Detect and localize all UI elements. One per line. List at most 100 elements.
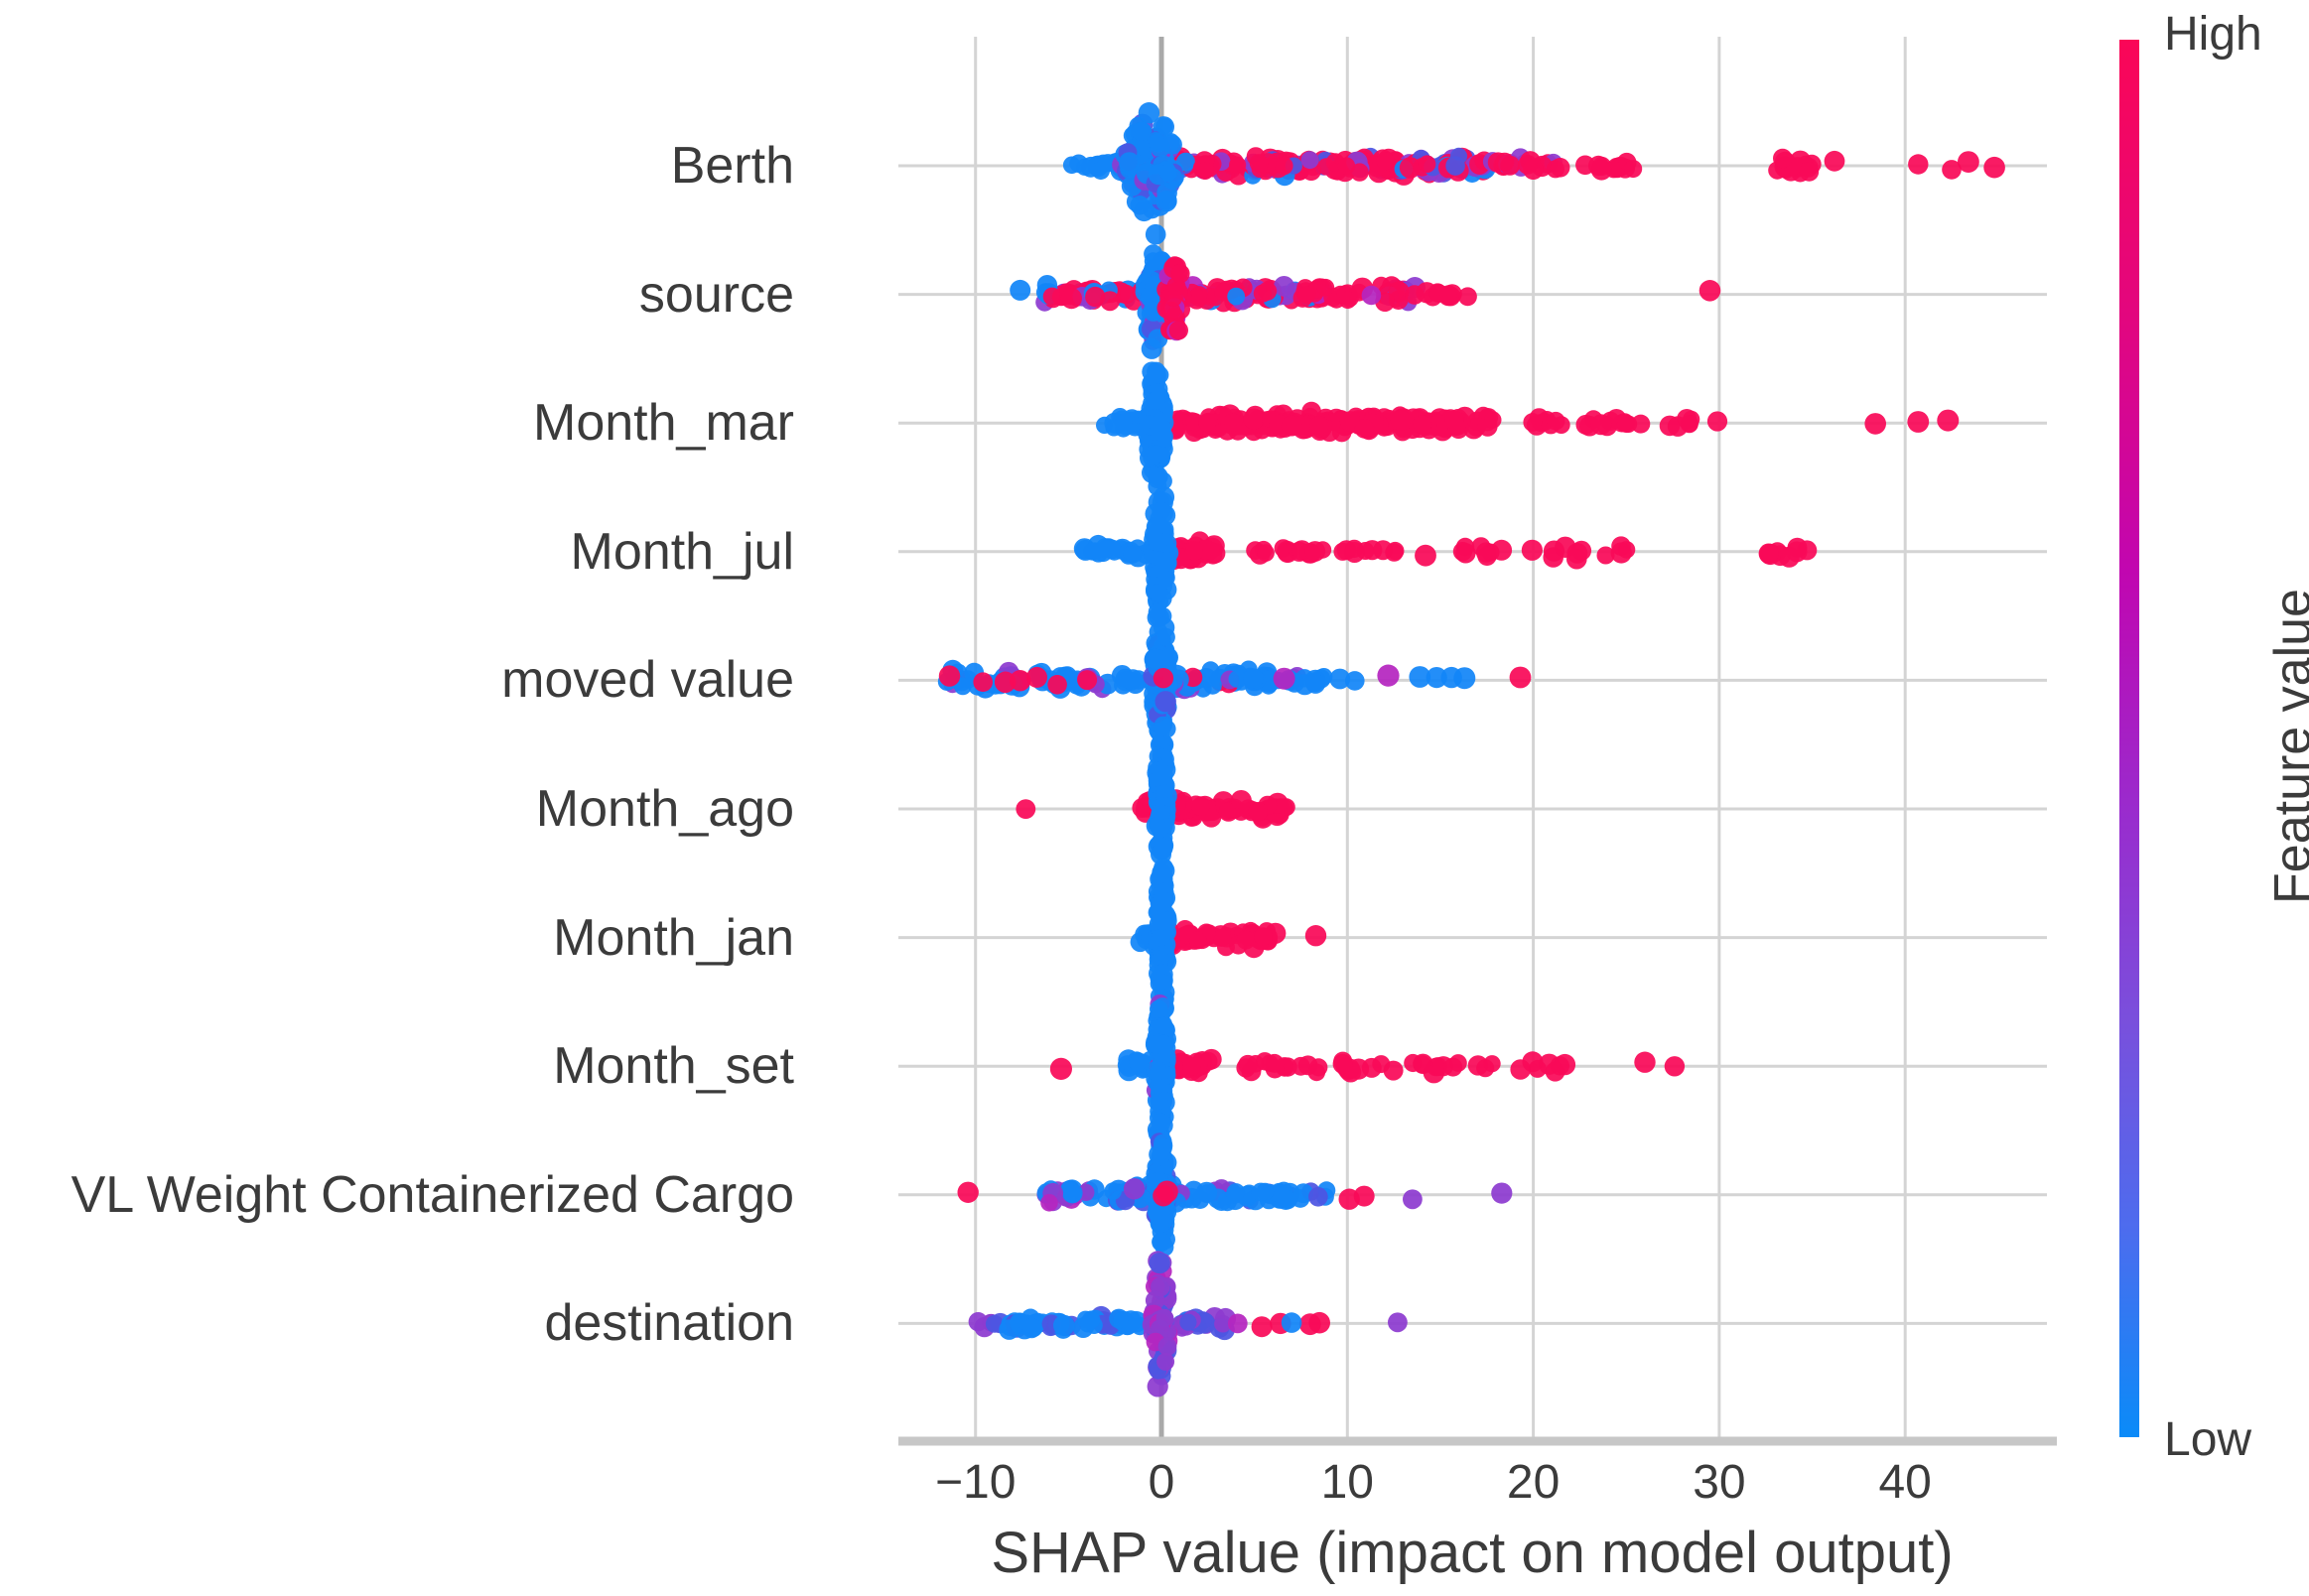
point <box>1308 1311 1330 1334</box>
point <box>1115 668 1135 688</box>
point <box>1824 150 1845 172</box>
feature-points-1 <box>1010 223 1721 359</box>
point <box>1060 288 1082 310</box>
point <box>1575 155 1595 176</box>
point <box>1152 1148 1169 1166</box>
point <box>1184 541 1205 561</box>
point <box>1196 162 1214 180</box>
point <box>1467 1055 1489 1076</box>
point <box>1664 1056 1686 1077</box>
feature-label-month-mar: Month_mar <box>533 394 794 453</box>
point <box>1275 156 1293 176</box>
gridlines <box>898 37 2047 1438</box>
x-tick-label-0: 0 <box>1148 1456 1175 1509</box>
point <box>1225 1185 1245 1204</box>
colorbar-high-label: High <box>2164 8 2262 61</box>
feature-label-destination: destination <box>544 1294 794 1353</box>
point <box>1510 1059 1531 1080</box>
point <box>1477 546 1497 566</box>
point <box>1624 160 1643 179</box>
point <box>1154 1016 1173 1035</box>
point <box>1251 1316 1273 1338</box>
point <box>1223 413 1243 432</box>
feature-label-month-jul: Month_jul <box>570 522 794 581</box>
point <box>1144 252 1162 270</box>
point <box>1170 264 1190 284</box>
point <box>1132 121 1152 141</box>
point <box>1297 286 1316 304</box>
point <box>1147 1376 1168 1397</box>
feature-label-month-ago: Month_ago <box>535 780 794 838</box>
point <box>1150 1092 1168 1110</box>
point <box>1026 666 1047 688</box>
point <box>1249 154 1269 173</box>
point <box>1362 540 1383 561</box>
point <box>1115 413 1133 432</box>
point <box>1238 1054 1258 1075</box>
point <box>1590 414 1612 436</box>
point <box>1942 160 1962 180</box>
point <box>1145 223 1166 245</box>
point <box>1119 152 1141 174</box>
point <box>1243 668 1264 689</box>
point <box>1937 409 1960 432</box>
point <box>1040 1194 1058 1212</box>
point <box>968 1312 988 1332</box>
point <box>1243 408 1265 430</box>
point <box>1150 999 1168 1018</box>
point <box>1010 279 1031 301</box>
point <box>1413 415 1432 435</box>
point <box>1439 288 1457 306</box>
point <box>1455 543 1476 564</box>
point <box>1182 1057 1201 1076</box>
point <box>1228 670 1246 688</box>
point <box>1273 667 1295 690</box>
point <box>1218 802 1237 821</box>
point <box>1146 1060 1167 1081</box>
point <box>1229 156 1247 174</box>
point <box>1484 411 1502 429</box>
feature-value-colorbar <box>2119 40 2139 1437</box>
point <box>1159 164 1177 182</box>
point <box>1458 287 1477 307</box>
point <box>1147 391 1165 410</box>
point <box>1213 928 1231 947</box>
point <box>1361 1057 1382 1078</box>
point <box>1758 543 1779 564</box>
point <box>1151 1276 1170 1297</box>
point <box>1251 1182 1271 1202</box>
point <box>1698 280 1721 302</box>
point <box>1377 664 1400 687</box>
feature-label-vl-weight-containerized-cargo: VL Weight Containerized Cargo <box>70 1165 794 1224</box>
point <box>1388 1312 1408 1333</box>
point <box>1518 155 1538 175</box>
feature-points-8 <box>957 1132 1513 1257</box>
point <box>1680 415 1698 434</box>
feature-points-3 <box>1073 470 1818 628</box>
point <box>1150 420 1170 441</box>
point <box>1491 1182 1513 1204</box>
point <box>1495 152 1515 172</box>
point <box>1155 1180 1178 1203</box>
feature-label-moved-value: moved value <box>501 651 794 710</box>
point <box>1274 539 1292 558</box>
point <box>1095 538 1116 559</box>
point <box>1291 1056 1310 1076</box>
point <box>1109 1308 1129 1329</box>
point <box>1773 148 1793 169</box>
point <box>1168 321 1189 340</box>
point <box>1444 410 1464 430</box>
point <box>1270 1183 1290 1203</box>
point <box>1596 546 1615 565</box>
point <box>1294 669 1314 688</box>
point <box>1309 1058 1328 1077</box>
point <box>1152 1232 1171 1253</box>
point <box>1188 931 1207 950</box>
point <box>1983 156 2005 179</box>
point <box>1864 413 1886 435</box>
point <box>1100 291 1121 312</box>
point <box>1344 542 1365 563</box>
point <box>1258 281 1278 301</box>
point <box>1053 1314 1075 1337</box>
point <box>1706 411 1728 432</box>
